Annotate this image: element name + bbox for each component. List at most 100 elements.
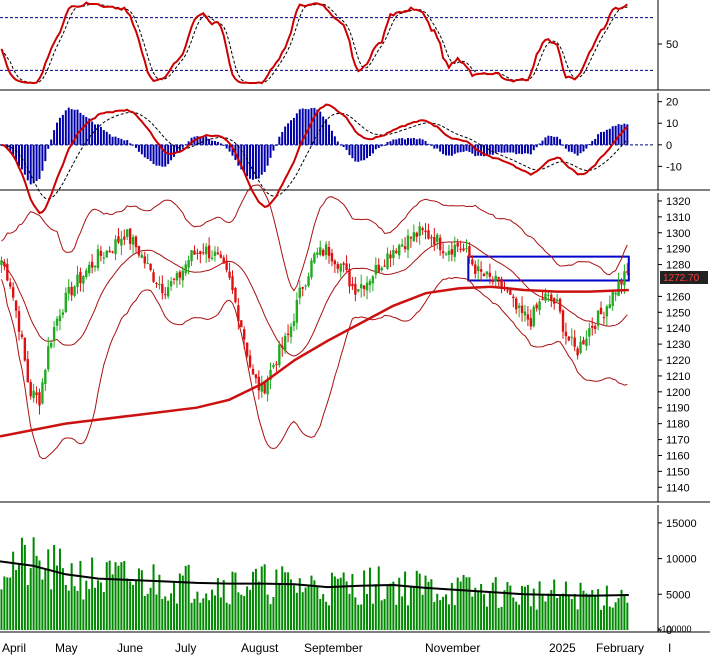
macd-histogram-bar [284,126,287,145]
volume-bar [541,594,544,630]
macd-histogram-bar [102,130,105,145]
candle-body [283,335,287,351]
volume-bar [468,577,471,630]
volume-bar [506,582,509,630]
volume-bar [129,581,132,630]
candle-body [392,249,395,259]
macd-histogram-bar [579,144,582,154]
macd-histogram-bar [518,144,521,154]
candle-body [441,251,445,254]
volume-bar [357,604,360,630]
panel-frames [0,0,710,633]
candle-body [254,374,258,379]
candle-body [234,287,237,303]
candle-body [424,230,427,233]
candle-body [523,311,527,316]
volume-bar [377,566,380,630]
macd-histogram-bar [222,144,225,146]
macd-histogram-bar [404,139,407,145]
macd-histogram-bar [395,139,398,145]
candle-body [324,244,328,256]
volume-bar [102,591,105,630]
candle-body [415,232,418,237]
volume-bar [412,587,415,630]
macd-histogram-bar [453,144,456,154]
candle-body [345,263,348,270]
volume-bar [175,603,178,630]
volume-bar [559,594,562,630]
macd-histogram-bar [64,110,67,145]
macd-histogram-bar [170,144,173,161]
macd-histogram-bar [418,138,421,145]
y-tick-label: 1290 [666,244,690,256]
macd-histogram-bar [278,136,281,145]
volume-bar [137,568,140,630]
candle-body [61,312,65,315]
volume-bar [585,593,588,630]
volume-bar [608,606,611,630]
candle-body [222,257,225,264]
macd-histogram-bar [582,144,585,152]
candle-body [6,263,9,281]
volume-bar [427,581,430,630]
candle-body [187,259,190,268]
macd-histogram-bar [196,136,199,145]
y-tick-label: 1210 [666,371,690,383]
volume-bar [442,596,445,630]
volume-bar [275,569,278,630]
candle-body [371,276,375,284]
macd-histogram-bar [491,144,494,155]
macd-histogram-bar [617,124,620,145]
candle-body [438,237,442,251]
volume-bar [436,593,439,630]
last-price-label: 1272.70 [663,273,700,284]
volume-bar [579,582,582,630]
volume-bar [249,589,252,630]
volume-bar [190,602,193,630]
macd-histogram-bar [132,144,135,146]
volume-bar [50,589,53,630]
stochastic-panel [0,1,655,85]
volume-bar [570,598,573,630]
macd-histogram-bar [392,139,395,145]
volume-bar [477,590,480,630]
candle-body [146,263,149,265]
volume-bar [485,606,488,630]
candle-body [476,266,480,272]
macd-histogram-bar [573,144,576,154]
macd-histogram-bar [202,136,205,145]
volume-bar [304,587,307,630]
macd-histogram-bar [526,144,529,154]
volume-bar [134,579,137,630]
volume-bar [56,565,59,630]
macd-histogram-bar [47,144,50,149]
macd-histogram-bar [123,140,126,145]
candle-body [398,245,401,256]
volume-bar [281,566,284,630]
macd-histogram-bar [336,141,339,145]
candle-body [120,238,123,246]
macd-histogram-bar [137,144,140,152]
volume-bar [240,594,243,630]
candle-body [275,363,278,365]
macd-histogram-bar [9,144,12,153]
volume-bar [61,568,64,630]
candle-body [161,283,164,294]
candle-body [362,285,366,290]
macd-histogram-bar [506,144,509,153]
candle-body [105,250,108,258]
candle-body [544,293,547,301]
volume-bar [228,604,231,630]
volume-bar [161,598,164,630]
volume-bar [301,592,304,630]
volume-bar [328,605,331,630]
candle-body [596,310,600,326]
volume-bar [208,600,211,630]
macd-histogram-bar [96,124,99,145]
macd-histogram-bar [594,138,597,145]
volume-bar [202,598,205,630]
candle-body [44,369,47,385]
macd-histogram-bar [559,139,562,145]
volume-bar [91,557,94,630]
volume-bar [360,604,363,630]
